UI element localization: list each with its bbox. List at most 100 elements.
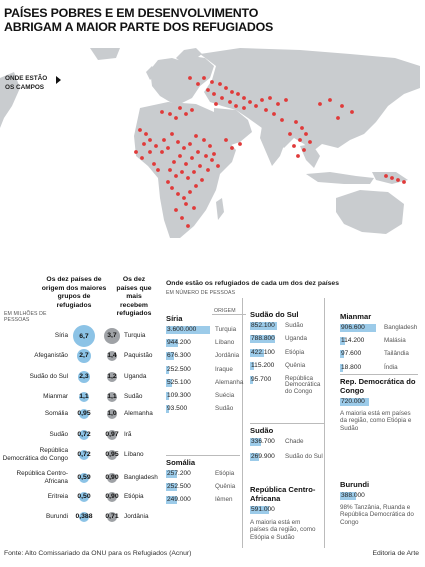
destination-value: 269.900 [251,452,275,460]
destination-bar [250,335,276,344]
origin-country-label: República Centro-Africana [16,470,68,485]
title-line-2: ABRIGAM A MAIOR PARTE DOS REFUGIADOS [4,20,274,34]
destination-country: Sudão [215,405,234,413]
camp-dot [288,132,292,136]
destination-value: 93.500 [167,405,188,413]
destination-value: 3.600.000 [167,326,197,333]
column-divider [324,298,325,548]
destination-row: 591.000 [250,505,360,515]
destination-row: 788.800 Uganda [250,334,360,344]
camp-dot [178,154,182,158]
destination-country: Uganda [285,335,308,343]
destination-country: Iraque [215,365,233,373]
land-india [260,126,286,166]
destination-row: 114.200 Malásia [340,336,425,346]
destination-row: 525.100 Alemanha [166,378,276,388]
destination-row: 252.500 Quênia [166,482,276,492]
destination-value: 591.000 [251,506,275,513]
page-title: PAÍSES POBRES E EM DESENVOLVIMENTO ABRIG… [4,6,384,34]
origin-value-circle: 0,388 [75,511,93,523]
host-country-label: Uganda [124,373,147,380]
destination-row: 269.900 Sudão do Sul [250,452,360,462]
destinations-unit: EM NÚMERO DE PESSOAS [166,290,236,296]
origin-value-circle: 2,3 [77,370,91,384]
camp-dot [276,102,280,106]
camp-dot [272,112,276,116]
land-indonesia [306,172,374,184]
host-value-circle: 0,90 [105,472,119,484]
destination-row: 906.600 Bangladesh [340,323,425,333]
camp-dot [350,110,354,114]
camp-dot [318,102,322,106]
destinations-header: Onde estão os refugiados de cada um dos … [166,280,339,287]
destination-block-title: Burundi [340,480,370,489]
camp-dot [254,104,258,108]
destination-row: 115.200 Quênia [250,361,360,371]
camp-dot [340,104,344,108]
camp-dot [174,208,178,212]
destination-value: 114.200 [341,337,365,345]
destination-value: 109.300 [167,392,191,399]
host-country-label: Alemanha [124,410,153,417]
origin-country-label: Eritreia [47,493,68,500]
destination-block-title: Síria [166,314,183,323]
destination-bar [250,452,259,461]
camp-dot [176,192,180,196]
camp-dot [206,168,210,172]
destination-value: 249.000 [167,496,191,504]
destination-row: 18.800 Índia [340,363,425,373]
camp-dot [242,106,246,110]
camp-dot [296,154,300,158]
camp-dot [328,98,332,102]
land-scandinavia [176,48,202,64]
camp-dot [188,190,192,194]
camp-dot [190,156,194,160]
host-value-circle: 0,95 [105,449,119,461]
destination-bar [250,375,254,384]
camp-dot [304,132,308,136]
land-madagascar [216,198,224,220]
camp-dot [200,178,204,182]
camp-dot [154,144,158,148]
destination-bar [166,352,175,361]
camp-dot [234,104,238,108]
camp-dot [170,186,174,190]
camp-dot [284,98,288,102]
land-australia [336,190,404,234]
destination-value: 852.100 [251,322,275,329]
camp-dots [134,76,406,228]
origin-value-circle: 0,95 [77,408,91,420]
destination-country: Etiópia [215,470,235,477]
camp-dot [294,120,298,124]
land-masses [0,48,420,238]
destination-country: Etiópia [285,348,305,356]
origin-country-label: Síria [54,332,68,339]
destination-country: Chade [285,438,304,445]
camp-dot [216,164,220,168]
host-value-circle: 1,4 [106,350,118,362]
camp-dot [142,142,146,146]
destination-country: Sudão do Sul [285,452,323,460]
camp-dot [228,100,232,104]
destination-country: Malásia [384,337,406,345]
destination-bar [340,350,344,359]
origin-country-label: Sudão [49,431,68,438]
camp-dot [176,140,180,144]
host-country-label: Jordânia [124,513,149,520]
camp-dot [402,180,406,184]
land-asia [200,48,420,152]
destination-country: Jordânia [215,352,240,360]
destination-value: 252.500 [167,483,191,491]
camp-dot [300,126,304,130]
camp-dot [308,140,312,144]
origin-value-circle: 6,7 [73,325,95,347]
host-country-label: Turquia [124,332,146,339]
origin-country-label: Burundi [45,513,68,520]
camp-dot [264,108,268,112]
ranking-host-header: Os dez países que mais recebem refugiado… [116,276,152,317]
camp-dot [184,162,188,166]
title-line-1: PAÍSES POBRES E EM DESENVOLVIMENTO [4,6,259,20]
camp-dot [184,112,188,116]
camp-dot [186,224,190,228]
camp-dot [190,108,194,112]
